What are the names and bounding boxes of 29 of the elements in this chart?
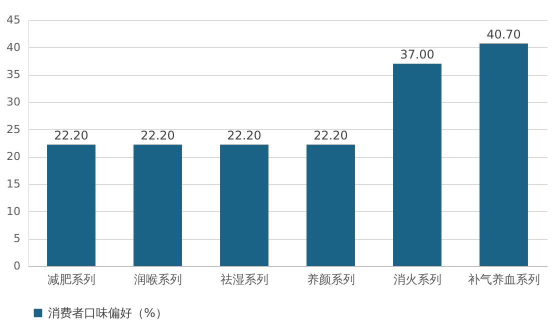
x-tick-label: 润喉系列 [134, 272, 182, 286]
text: 22.20 [314, 128, 348, 143]
bar [306, 144, 355, 266]
y-tick-label: 35 [6, 68, 20, 82]
y-tick-label: 30 [6, 96, 20, 108]
x-tick-label: 消火系列 [393, 272, 442, 286]
x-tick-label: 养颜系列 [306, 272, 355, 286]
y-tick-label: 0 [14, 260, 20, 272]
x-tick-label: 减肥系列 [47, 272, 96, 286]
text: 40.70 [486, 28, 521, 42]
text: 37.00 [400, 48, 434, 62]
text: 22.20 [227, 128, 262, 143]
y-tick-label: 20 [6, 150, 20, 164]
y-tick-label: 40 [6, 40, 20, 54]
y-tick-label: 5 [14, 232, 20, 246]
text: 22.20 [54, 128, 88, 143]
bar [134, 144, 182, 266]
text: 22.20 [140, 128, 175, 143]
bar [393, 64, 442, 266]
y-tick-label: 10 [6, 204, 20, 218]
bar [480, 44, 528, 266]
bar [47, 144, 96, 266]
legend-label: 消费者口味偏好（%） [48, 306, 168, 320]
x-tick-label: 祛湿系列 [220, 272, 268, 286]
y-tick-label: 25 [6, 122, 20, 136]
y-tick-label: 45 [6, 14, 20, 26]
x-tick-label: 补气养血系列 [468, 272, 540, 286]
bar [220, 144, 268, 266]
y-tick-label: 15 [6, 178, 20, 190]
